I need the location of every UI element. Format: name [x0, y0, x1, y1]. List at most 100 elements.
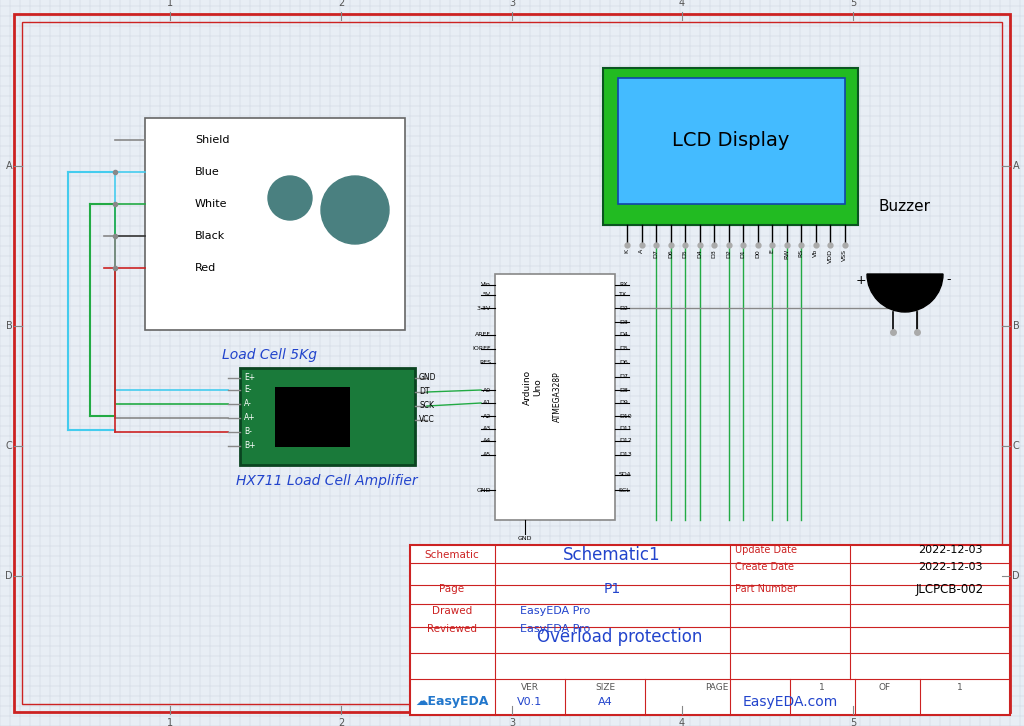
- Text: Overload protection: Overload protection: [538, 628, 702, 646]
- Text: D0: D0: [755, 249, 760, 258]
- Text: Part Number: Part Number: [735, 584, 797, 594]
- Text: E: E: [769, 249, 774, 253]
- Text: 3: 3: [509, 0, 515, 8]
- Bar: [495, 274, 615, 520]
- Text: C: C: [5, 441, 12, 451]
- Text: Create Date: Create Date: [735, 562, 794, 572]
- Text: A2: A2: [482, 414, 490, 418]
- Bar: [275, 387, 350, 447]
- Text: Update Date: Update Date: [735, 545, 797, 555]
- Wedge shape: [867, 274, 943, 312]
- Text: E-: E-: [244, 386, 252, 394]
- Text: VDD: VDD: [827, 249, 833, 263]
- Text: D3: D3: [712, 249, 717, 258]
- Text: A+: A+: [244, 414, 256, 423]
- Text: A5: A5: [483, 452, 490, 457]
- Text: B: B: [5, 321, 12, 331]
- Text: D9: D9: [618, 401, 628, 406]
- Circle shape: [268, 176, 312, 220]
- Text: PAGE: PAGE: [706, 683, 729, 693]
- Text: Black: Black: [195, 231, 225, 241]
- Text: VSS: VSS: [842, 249, 847, 261]
- Text: D2: D2: [726, 249, 731, 258]
- Bar: [240, 368, 415, 465]
- Text: A1: A1: [483, 401, 490, 406]
- Text: K: K: [625, 249, 630, 253]
- Text: 1: 1: [957, 683, 963, 693]
- Text: B-: B-: [244, 428, 252, 436]
- Text: VCC: VCC: [419, 415, 435, 425]
- Text: GND: GND: [476, 487, 490, 492]
- Text: RW: RW: [784, 249, 790, 259]
- Text: Arduino
Uno: Arduino Uno: [523, 370, 543, 404]
- Text: A: A: [6, 161, 12, 171]
- Circle shape: [321, 176, 389, 244]
- Text: AREF: AREF: [475, 333, 490, 338]
- Text: D13: D13: [618, 452, 632, 457]
- Text: HX711 Load Cell Amplifier: HX711 Load Cell Amplifier: [237, 474, 418, 488]
- Text: Reviewed: Reviewed: [427, 624, 477, 634]
- Text: Drawed: Drawed: [432, 606, 472, 616]
- Text: IOREF: IOREF: [472, 346, 490, 351]
- Text: +: +: [856, 274, 866, 287]
- Text: D2: D2: [618, 306, 628, 311]
- Text: Vb: Vb: [813, 249, 818, 257]
- Text: D: D: [5, 571, 13, 581]
- Text: 2022-12-03: 2022-12-03: [918, 562, 982, 572]
- Text: Shield: Shield: [195, 135, 229, 145]
- Text: D6: D6: [668, 249, 673, 258]
- Bar: [410, 545, 1010, 715]
- Text: Blue: Blue: [195, 167, 220, 177]
- Text: Page: Page: [439, 584, 465, 594]
- Text: RX: RX: [618, 282, 628, 287]
- Text: A4: A4: [598, 697, 612, 707]
- Text: D5: D5: [618, 346, 628, 351]
- Text: D6: D6: [618, 361, 628, 365]
- Text: D12: D12: [618, 439, 632, 444]
- Text: Schematic: Schematic: [425, 550, 479, 560]
- Text: ☁EasyEDA: ☁EasyEDA: [416, 696, 488, 709]
- Text: ATMEGA328P: ATMEGA328P: [553, 372, 561, 423]
- Text: JLCPCB-002: JLCPCB-002: [915, 582, 984, 595]
- Text: D: D: [1012, 571, 1020, 581]
- Text: D4: D4: [618, 333, 628, 338]
- Text: D11: D11: [618, 426, 632, 431]
- Text: SCK: SCK: [419, 401, 434, 410]
- Text: V0.1: V0.1: [517, 697, 543, 707]
- Text: D10: D10: [618, 414, 632, 418]
- Text: GND: GND: [419, 373, 436, 383]
- Text: 5V: 5V: [483, 293, 490, 298]
- Text: Load Cell 5Kg: Load Cell 5Kg: [222, 348, 317, 362]
- Text: D7: D7: [618, 375, 628, 380]
- Text: Buzzer: Buzzer: [879, 199, 931, 214]
- Bar: [145, 118, 406, 330]
- Text: LCD Display: LCD Display: [673, 131, 790, 150]
- Text: -: -: [947, 274, 951, 287]
- Text: 5: 5: [850, 718, 856, 726]
- Text: P1: P1: [603, 582, 621, 596]
- Text: D7: D7: [653, 249, 658, 258]
- Text: D3: D3: [618, 319, 628, 325]
- Text: 4: 4: [679, 0, 685, 8]
- Text: SCL: SCL: [618, 487, 631, 492]
- Text: Schematic1: Schematic1: [563, 546, 660, 564]
- Text: A-: A-: [244, 399, 252, 409]
- Text: D8: D8: [618, 388, 628, 393]
- Text: D1: D1: [740, 249, 745, 258]
- Text: 1: 1: [167, 718, 173, 726]
- Text: SDA: SDA: [618, 473, 632, 478]
- Text: 1: 1: [819, 683, 825, 693]
- Text: White: White: [195, 199, 227, 209]
- Text: 2: 2: [338, 0, 344, 8]
- Text: RS: RS: [799, 249, 804, 257]
- Text: 3.3V: 3.3V: [477, 306, 490, 311]
- Text: A4: A4: [482, 439, 490, 444]
- Text: Red: Red: [195, 263, 216, 273]
- Bar: [603, 68, 858, 225]
- Text: A: A: [639, 249, 644, 253]
- Bar: [618, 78, 845, 204]
- Text: 2022-12-03: 2022-12-03: [918, 545, 982, 555]
- Text: 2: 2: [338, 718, 344, 726]
- Text: B+: B+: [244, 441, 256, 451]
- Text: SIZE: SIZE: [595, 683, 615, 693]
